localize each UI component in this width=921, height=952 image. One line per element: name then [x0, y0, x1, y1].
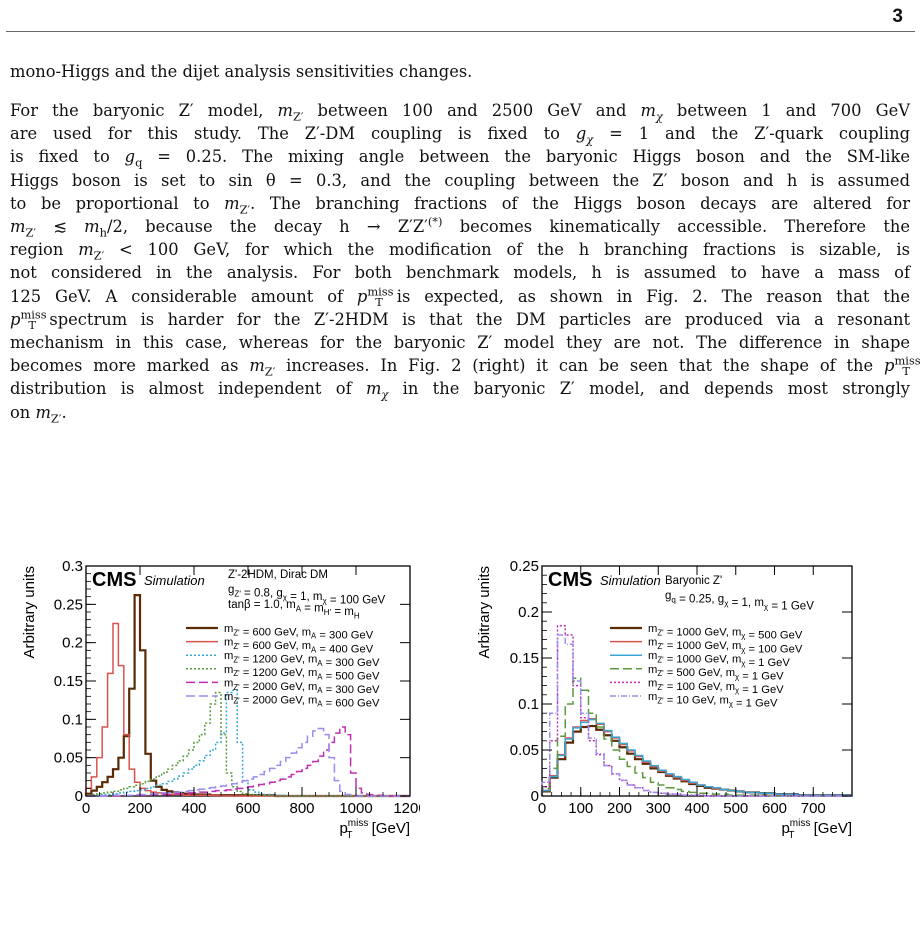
legend-entry: mZ' = 10 GeV, mχ = 1 GeV — [648, 691, 778, 710]
legend-entry: mZ' = 100 GeV, mχ = 1 GeV — [648, 677, 784, 696]
x-tick-label: 600 — [235, 800, 260, 817]
paragraph-line: on mZ′. — [10, 402, 67, 425]
paragraph-line: distribution is almost independent of mχ… — [10, 379, 911, 402]
y-axis-label: Arbitrary units — [476, 566, 493, 659]
y-tick-label: 0.1 — [518, 696, 539, 713]
x-tick-label: 1000 — [339, 800, 372, 817]
paragraph-line: to be proportional to mZ′. The branching… — [10, 193, 910, 217]
legend-entry: mZ' = 600 GeV, mA = 300 GeV — [224, 623, 374, 642]
paragraph-line: region mZ′ < 100 GeV, for which the modi… — [10, 240, 910, 263]
paragraph-line: is fixed to gq = 0.25. The mixing angle … — [10, 147, 910, 170]
series-line-5 — [86, 726, 410, 797]
y-tick-label: 0.25 — [54, 596, 83, 613]
page-number: 3 — [892, 6, 903, 27]
y-tick-label: 0.25 — [510, 558, 539, 575]
y-tick-label: 0.05 — [54, 750, 83, 767]
paragraph-line: becomes more marked as mZ′ increases. In… — [10, 353, 921, 379]
y-tick-label: 0.2 — [62, 635, 83, 652]
x-tick-label: 700 — [801, 800, 826, 817]
paragraph-line: 125 GeV. A considerable amount of pmissT… — [10, 284, 911, 309]
x-tick-label: 0 — [82, 800, 90, 817]
legend-entry: mZ' = 500 GeV, mχ = 1 GeV — [648, 664, 784, 683]
x-axis-label: pmiss T [GeV] — [781, 818, 852, 841]
legend-entry: mZ' = 1000 GeV, mχ = 500 GeV — [648, 623, 803, 642]
x-tick-label: 200 — [607, 800, 632, 817]
y-tick-label: 0.2 — [518, 604, 539, 621]
legend-entry: mZ' = 2000 GeV, mA = 300 GeV — [224, 677, 380, 696]
y-tick-label: 0.05 — [510, 742, 539, 759]
y-tick-label: 0.15 — [54, 673, 83, 690]
x-tick-label: 600 — [762, 800, 787, 817]
legend-header: Z'-2HDM, Dirac DM — [228, 569, 328, 581]
paragraph-line: not considered in the analysis. For both… — [10, 263, 910, 283]
y-tick-label: 0.1 — [62, 711, 83, 728]
paragraph-line: are used for this study. The Z′-DM coupl… — [10, 124, 910, 147]
y-tick-label: 0 — [531, 788, 539, 805]
legend-entry: mZ' = 1000 GeV, mχ = 1 GeV — [648, 650, 790, 669]
x-tick-label: 500 — [723, 800, 748, 817]
legend-header: tanβ = 1.0, mA = mH' = mH — [228, 599, 360, 620]
legend-header: Baryonic Z' — [665, 575, 722, 587]
paragraph-baryonic: For the baryonic Z′ model, mZ′ between 1… — [10, 99, 921, 425]
paragraph-line: Higgs boson is set to sin θ = 0.3, and t… — [10, 170, 910, 190]
y-tick-label: 0 — [75, 788, 83, 805]
simulation-label: Simulation — [144, 573, 205, 588]
series-line-4 — [85, 691, 410, 797]
paragraph-line: mechanism in this case, whereas for the … — [10, 333, 910, 353]
paragraph-line: pmissT spectrum is harder for the Z′-2HD… — [10, 307, 910, 333]
x-tick-label: 100 — [568, 800, 593, 817]
legend-entry: mZ' = 1000 GeV, mχ = 100 GeV — [648, 637, 803, 656]
y-axis-label: Arbitrary units — [21, 566, 38, 659]
chart-z2hdm: 0 200 400 600 800 1000 1200 0 0.05 0.1 0.15 0.2 0.25… — [21, 558, 420, 841]
legend-entry: mZ' = 1200 GeV, mA = 300 GeV — [224, 650, 380, 669]
x-tick-label: 800 — [289, 800, 314, 817]
x-tick-label: 300 — [646, 800, 671, 817]
x-tick-label: 400 — [181, 800, 206, 817]
legend-entry: mZ' = 2000 GeV, mA = 600 GeV — [224, 691, 380, 710]
cms-label: CMS — [548, 569, 592, 591]
series-line-6 — [541, 634, 852, 797]
legend-entry: mZ' = 1200 GeV, mA = 500 GeV — [224, 664, 380, 683]
cms-label: CMS — [92, 569, 136, 591]
y-tick-label: 0.3 — [62, 558, 83, 575]
paragraph-line: mZ′ ≲ mh/2, because the decay h → Z′Z′(*… — [10, 214, 910, 240]
paragraph-intro: mono-Higgs and the dijet analysis sensit… — [10, 62, 473, 81]
legend-entry: mZ' = 600 GeV, mA = 400 GeV — [224, 637, 374, 656]
header-rule — [6, 31, 915, 32]
paragraph-line: For the baryonic Z′ model, mZ′ between 1… — [10, 101, 910, 124]
simulation-label: Simulation — [600, 573, 661, 588]
x-axis-label: pmiss T [GeV] — [339, 818, 410, 841]
chart-baryonic: 0 100 200 300 400 500 600 700 0 0.05 0.1 0.15 0.2 0.2… — [476, 558, 853, 841]
x-tick-label: 400 — [684, 800, 709, 817]
series-line-6 — [86, 727, 410, 797]
y-tick-label: 0.15 — [510, 650, 539, 667]
legend-header: gq = 0.25, gχ = 1, mχ = 1 GeV — [665, 590, 814, 612]
x-tick-label: 200 — [127, 800, 152, 817]
x-tick-label: 0 — [538, 800, 546, 817]
legend-header: gZ' = 0.8, gχ = 1, mχ = 100 GeV — [228, 584, 386, 606]
x-tick-label: 1200 — [393, 800, 420, 817]
series-line-3 — [86, 689, 410, 797]
